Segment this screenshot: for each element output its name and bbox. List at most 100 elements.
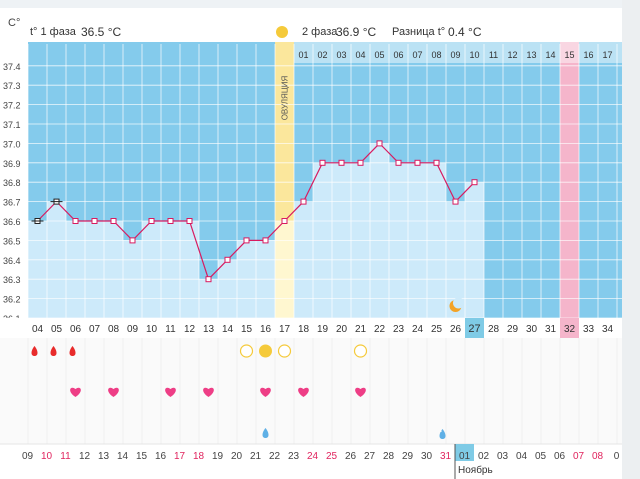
- cycle-day-label: 20: [336, 324, 348, 335]
- temperature-point: [433, 159, 440, 166]
- highlighted-day-column: [560, 42, 579, 318]
- calendar-date-label: 13: [98, 451, 110, 462]
- cycle-day-label: 12: [184, 324, 196, 335]
- y-tick-label: 36.8: [3, 178, 21, 188]
- y-tick-label: 36.3: [3, 275, 21, 285]
- temperature-point: [110, 218, 117, 224]
- cycle-day-label: 28: [488, 324, 500, 335]
- cycle-day-label: 04: [32, 324, 44, 335]
- cycle-day-label: 06: [70, 324, 82, 335]
- y-tick-label: 36.4: [3, 256, 21, 266]
- y-tick-label: 37.4: [3, 62, 21, 72]
- temperature-point: [129, 237, 136, 244]
- calendar-date-label: 12: [79, 451, 91, 462]
- temperature-bar: [161, 221, 180, 318]
- markers-area: [0, 338, 622, 444]
- temperature-point: [72, 218, 79, 224]
- temperature-point: [281, 218, 288, 224]
- calendar-date-label: 28: [383, 451, 395, 462]
- window-frame-top: [0, 0, 640, 8]
- heart-icon: [203, 387, 214, 397]
- post-ovulation-day-label: 08: [431, 50, 441, 60]
- post-ovulation-day-label: 05: [374, 50, 384, 60]
- heart-icon: [260, 387, 271, 397]
- temperature-point: [224, 256, 231, 263]
- phase-info-bar: t° 1 фаза 36.5 °C 2 фаза 36.9 °C Разница…: [28, 22, 622, 43]
- heart-icon: [165, 387, 176, 397]
- y-tick-label: 37.3: [3, 81, 21, 91]
- temperature-point: [186, 218, 193, 224]
- cycle-day-label: 26: [450, 324, 462, 335]
- temperature-line: [37, 142, 475, 281]
- difference-value: 0.4 °C: [448, 25, 482, 39]
- phase2-value: 36.9 °C: [336, 25, 377, 39]
- temperature-bar: [85, 221, 104, 318]
- highlighted-cycle-day: [560, 318, 579, 338]
- cycle-day-label: 24: [412, 324, 424, 335]
- y-tick-label: 36.5: [3, 236, 21, 246]
- calendar-date-label: 01: [459, 451, 471, 462]
- post-ovulation-day-label: 04: [355, 50, 365, 60]
- calendar-date-label: 17: [174, 451, 186, 462]
- temperature-point: [319, 159, 326, 166]
- calendar-date-label: 14: [117, 451, 129, 462]
- heart-icon: [70, 387, 81, 397]
- calendar-date-label: 27: [364, 451, 376, 462]
- y-tick-label: 36.7: [3, 198, 21, 208]
- cycle-day-label: 25: [431, 324, 443, 335]
- temperature-bar: [465, 182, 484, 318]
- temperature-point: [300, 198, 307, 205]
- calendar-date-label: 18: [193, 451, 205, 462]
- post-ovulation-day-label: 14: [545, 50, 555, 60]
- calendar-date-label: 16: [155, 451, 167, 462]
- cycle-day-label: 21: [355, 324, 367, 335]
- cycle-day-label: 31: [545, 324, 557, 335]
- phase1-label: t° 1 фаза: [30, 26, 76, 38]
- temperature-point: [243, 237, 250, 244]
- temperature-point: [471, 179, 478, 186]
- temperature-bar: [142, 221, 161, 318]
- current-cycle-day-highlight: [465, 318, 484, 338]
- y-tick-label: 36.2: [3, 295, 21, 305]
- temperature-bar: [66, 221, 85, 318]
- heart-icon: [298, 387, 309, 397]
- cycle-day-label: 13: [203, 324, 215, 335]
- sun-outline-icon: [353, 344, 368, 358]
- temperature-point: [357, 159, 364, 166]
- sun-outline-icon: [239, 344, 254, 358]
- sun-filled-icon: [259, 344, 272, 358]
- temperature-bar: [218, 259, 237, 318]
- cycle-day-label: 11: [165, 324, 176, 335]
- calendar-date-label: 23: [288, 451, 300, 462]
- difference-label: Разница t°: [392, 26, 446, 38]
- cycle-day-label: 30: [526, 324, 538, 335]
- post-ovulation-day-row: [294, 42, 622, 63]
- y-tick-label: 36.9: [3, 159, 21, 169]
- calendar-date-label: 19: [212, 451, 224, 462]
- menstruation-drop-icon: [31, 346, 38, 356]
- temperature-point: [338, 159, 345, 166]
- temperature-bar: [28, 221, 47, 318]
- vertical-scrollbar[interactable]: [622, 0, 640, 479]
- y-tick-label: 37.0: [3, 139, 21, 149]
- heart-icon: [108, 387, 119, 397]
- sun-outline-icon: [277, 344, 292, 358]
- calendar-date-label: 22: [269, 451, 281, 462]
- calendar-date-label: 10: [41, 451, 53, 462]
- temperature-chart: 36.136.236.336.436.536.636.736.836.937.0…: [0, 26, 622, 479]
- temperature-point: [91, 218, 98, 224]
- cycle-day-label: 19: [317, 324, 329, 335]
- cycle-day-label: 23: [393, 324, 405, 335]
- discharge-drop-icon: [262, 428, 269, 438]
- calendar-date-label: 26: [345, 451, 357, 462]
- phase2-label: 2 фаза: [302, 26, 338, 38]
- calendar-date-label: 21: [250, 451, 262, 462]
- cycle-day-label: 33: [583, 324, 595, 335]
- y-tick-label: 37.2: [3, 101, 21, 111]
- temperature-point: [414, 159, 421, 166]
- post-ovulation-day-label: 16: [583, 50, 593, 60]
- calendar-date-label: 05: [535, 451, 547, 462]
- post-ovulation-day-label: 17: [602, 50, 612, 60]
- temperature-bar: [180, 221, 199, 318]
- post-ovulation-day-label: 01: [298, 50, 308, 60]
